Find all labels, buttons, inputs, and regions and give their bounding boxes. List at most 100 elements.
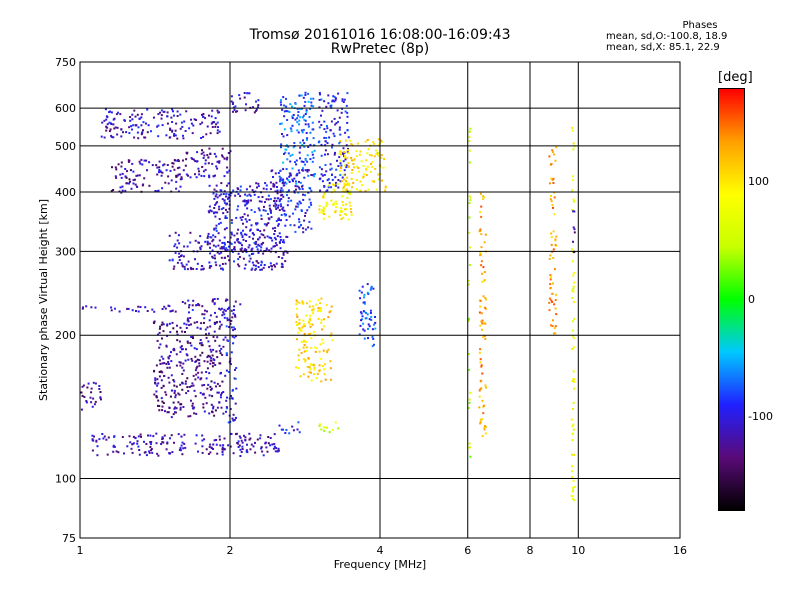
echo-point	[231, 249, 233, 252]
echo-point	[291, 425, 294, 428]
echo-point	[274, 265, 277, 268]
echo-point	[167, 182, 170, 185]
echo-point	[225, 192, 228, 195]
echo-point	[234, 377, 237, 380]
echo-point	[93, 403, 96, 406]
echo-point	[266, 450, 269, 453]
echo-point	[324, 164, 327, 166]
echo-point	[240, 249, 243, 252]
echo-point	[467, 279, 470, 282]
echo-point	[326, 142, 329, 145]
echo-point	[292, 114, 295, 116]
echo-point	[165, 134, 168, 137]
echo-point	[187, 358, 190, 361]
echo-point	[160, 443, 163, 445]
echo-point	[227, 196, 230, 199]
echo-point	[179, 403, 182, 406]
echo-point	[306, 365, 309, 368]
echo-point	[280, 214, 283, 216]
echo-point	[197, 376, 200, 379]
echo-point	[158, 160, 161, 163]
echo-point	[295, 366, 298, 369]
echo-point	[124, 168, 127, 170]
echo-point	[161, 436, 164, 439]
echo-point	[308, 321, 310, 324]
echo-point	[208, 184, 211, 187]
echo-point	[133, 178, 136, 181]
echo-point	[150, 448, 153, 450]
echo-point	[249, 185, 252, 188]
echo-point	[379, 165, 382, 168]
echo-point	[296, 428, 299, 431]
echo-point	[482, 266, 485, 269]
echo-point	[221, 380, 224, 383]
echo-point	[282, 239, 285, 242]
echo-point	[167, 411, 170, 414]
echo-point	[235, 432, 238, 435]
echo-point	[248, 254, 251, 257]
echo-point	[481, 322, 484, 325]
echo-point	[155, 364, 158, 367]
echo-point	[272, 204, 275, 207]
echo-point	[309, 314, 311, 317]
echo-point	[200, 245, 203, 248]
echo-point	[200, 322, 203, 325]
echo-point	[222, 247, 225, 250]
echo-point	[315, 377, 318, 380]
echo-point	[322, 196, 325, 199]
echo-point	[299, 141, 302, 144]
echo-point	[219, 362, 222, 365]
echo-point	[294, 185, 297, 188]
echo-point	[313, 364, 316, 367]
echo-point	[135, 174, 138, 177]
echo-point	[300, 160, 303, 163]
echo-point	[185, 110, 188, 113]
echo-point	[173, 245, 176, 248]
echo-point	[479, 211, 482, 214]
echo-point	[190, 122, 193, 125]
echo-point	[212, 121, 215, 124]
echo-point	[358, 333, 361, 336]
echo-point	[468, 149, 471, 152]
echo-point	[196, 304, 199, 306]
echo-point	[285, 182, 288, 185]
echo-point	[175, 174, 178, 177]
echo-point	[368, 154, 371, 156]
echo-point	[315, 347, 318, 350]
echo-point	[214, 311, 216, 314]
echo-point	[549, 274, 552, 277]
echo-point	[105, 115, 108, 118]
echo-point	[233, 241, 236, 244]
echo-point	[291, 117, 294, 120]
echo-point	[157, 113, 160, 116]
echo-point	[301, 144, 304, 146]
echo-point	[209, 362, 212, 365]
echo-point	[298, 171, 301, 174]
echo-point	[210, 357, 213, 359]
echo-point	[223, 313, 226, 316]
echo-point	[335, 122, 338, 125]
echo-point	[282, 209, 285, 212]
echo-point	[189, 415, 192, 418]
echo-point	[107, 436, 110, 439]
echo-point	[108, 121, 111, 124]
echo-point	[319, 93, 321, 96]
echo-point	[92, 439, 95, 442]
echo-point	[189, 266, 192, 269]
echo-point	[309, 143, 312, 146]
echo-point	[218, 401, 221, 404]
echo-point	[326, 153, 329, 156]
echo-point	[165, 448, 168, 451]
echo-point	[168, 259, 171, 262]
echo-point	[304, 100, 307, 103]
echo-point	[287, 145, 290, 148]
echo-point	[218, 252, 221, 255]
echo-point	[374, 167, 377, 170]
echo-point	[223, 175, 226, 178]
echo-point	[280, 103, 283, 106]
echo-point	[175, 353, 178, 356]
echo-point	[257, 229, 259, 231]
echo-point	[179, 127, 182, 130]
echo-point	[365, 159, 368, 162]
echo-point	[201, 305, 204, 308]
